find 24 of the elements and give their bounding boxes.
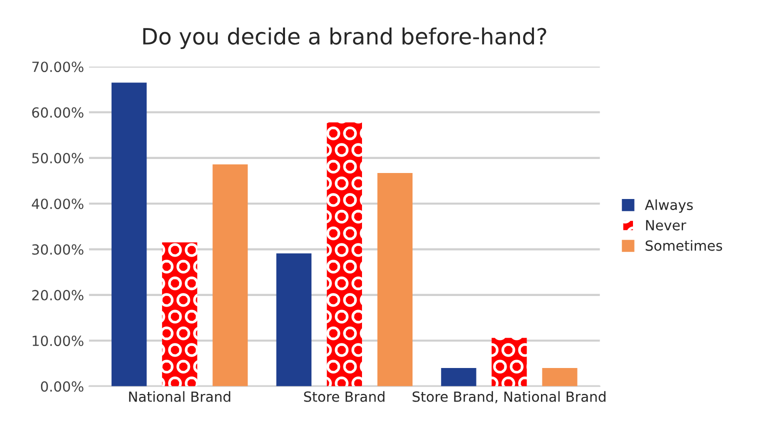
y-tick-label: 30.00% — [32, 244, 84, 255]
bar — [377, 173, 413, 386]
bar — [162, 242, 198, 386]
x-tick-label: National Brand — [129, 391, 230, 402]
y-tick-label: 10.00% — [32, 336, 84, 346]
bar — [542, 368, 578, 386]
legend-label: Sometimes — [646, 240, 722, 251]
y-tick-label: 50.00% — [32, 152, 84, 164]
bar — [112, 82, 147, 386]
bar — [492, 338, 527, 386]
y-tick-label: 0.00% — [40, 381, 84, 392]
y-tick-label: 60.00% — [32, 107, 84, 118]
bar — [276, 253, 312, 386]
x-tick-label: Store Brand — [304, 391, 384, 402]
x-tick-label: Store Brand, National Brand — [412, 391, 606, 404]
bar — [326, 122, 362, 386]
chart-title: Do you decide a brand before-hand? — [143, 27, 546, 49]
legend-label: Never — [646, 220, 686, 230]
y-tick-label: 70.00% — [32, 62, 84, 72]
legend-label: Always — [644, 199, 693, 213]
y-tick-label: 40.00% — [32, 198, 84, 210]
y-tick-label: 20.00% — [32, 290, 84, 300]
bar — [441, 368, 476, 386]
bar — [212, 164, 248, 386]
